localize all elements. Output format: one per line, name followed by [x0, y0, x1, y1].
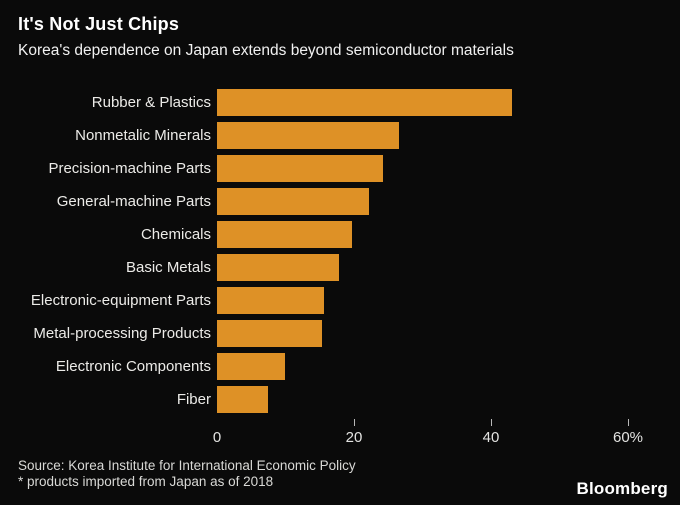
bar-track — [217, 287, 628, 314]
bar-track — [217, 386, 628, 413]
category-label: Nonmetalic Minerals — [75, 127, 211, 144]
bar-track — [217, 188, 628, 215]
chart-rows: Rubber & Plastics Nonmetalic Minerals Prec… — [0, 86, 680, 416]
bar — [217, 89, 512, 116]
bar — [217, 155, 384, 182]
bar-track — [217, 122, 628, 149]
chart-title: It's Not Just Chips — [18, 14, 180, 34]
category-label: Rubber & Plastics — [91, 94, 211, 111]
axis-tick-label: 60% — [612, 429, 644, 446]
chart-header: It's Not Just Chips Korea's dependence o… — [0, 0, 680, 60]
category-label: Metal-processing Products — [33, 325, 211, 342]
category-label: General-machine Parts — [56, 193, 211, 210]
bar — [217, 254, 339, 281]
category-label: Chemicals — [140, 226, 211, 243]
bar — [217, 320, 322, 347]
axis-tick-mark — [490, 419, 492, 426]
chart-row: Basic Metals — [0, 251, 680, 284]
bar — [217, 353, 286, 380]
bar — [217, 188, 370, 215]
chart-footer: Source: Korea Institute for Internationa… — [18, 458, 356, 490]
chart-row: General-machine Parts — [0, 185, 680, 218]
chart-row: Electronic Components — [0, 350, 680, 383]
chart-row: Metal-processing Products — [0, 317, 680, 350]
category-label: Basic Metals — [125, 259, 211, 276]
bar — [217, 122, 400, 149]
chart-row: Chemicals — [0, 218, 680, 251]
category-label: Electronic Components — [55, 358, 211, 375]
bar — [217, 287, 324, 314]
bar-chart: Rubber & Plastics Nonmetalic Minerals Prec… — [0, 86, 680, 448]
axis-tick-label: 0 — [212, 429, 222, 446]
bar-track — [217, 254, 628, 281]
chart-row: Precision-machine Parts — [0, 152, 680, 185]
category-label: Electronic-equipment Parts — [30, 292, 211, 309]
footnote-text: * products imported from Japan as of 201… — [18, 474, 274, 489]
chart-row: Electronic-equipment Parts — [0, 284, 680, 317]
axis-tick-mark — [353, 419, 355, 426]
bar-track — [217, 221, 628, 248]
axis-tick-label: 40 — [482, 429, 500, 446]
bar-track — [217, 89, 628, 116]
bar-track — [217, 320, 628, 347]
chart-row: Rubber & Plastics — [0, 86, 680, 119]
bar-track — [217, 353, 628, 380]
chart-subtitle: Korea's dependence on Japan extends beyo… — [18, 42, 514, 59]
axis-tick-mark — [628, 419, 629, 426]
axis-tick-label: 20 — [345, 429, 363, 446]
category-label: Precision-machine Parts — [48, 160, 211, 177]
bar — [217, 386, 269, 413]
bar-track — [217, 155, 628, 182]
chart-row: Nonmetalic Minerals — [0, 119, 680, 152]
chart-row: Fiber — [0, 383, 680, 416]
bar — [217, 221, 352, 248]
category-label: Fiber — [176, 391, 211, 408]
x-axis: 0 20 40 60% — [213, 416, 643, 448]
bloomberg-logo: Bloomberg — [576, 479, 668, 498]
source-text: Source: Korea Institute for Internationa… — [18, 458, 356, 473]
